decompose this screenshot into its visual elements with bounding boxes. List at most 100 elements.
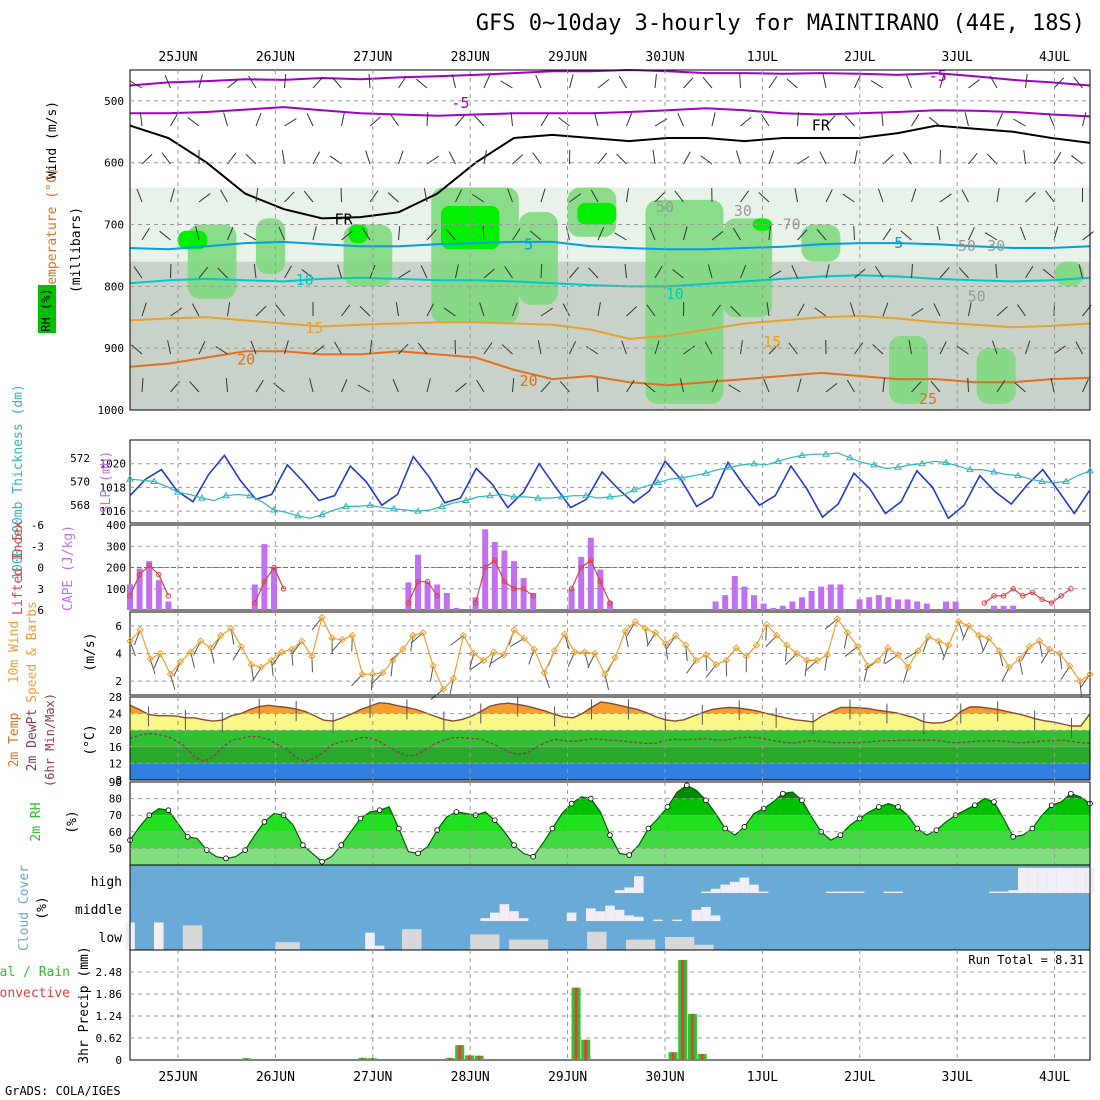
wind-barb (939, 341, 947, 355)
bottom-date-label: 27JUN (353, 1070, 392, 1085)
cape-axis-label: CAPE (J/kg) (61, 525, 76, 611)
wind-barb (306, 113, 314, 127)
wind-barb (398, 150, 404, 165)
cloud-bar (518, 918, 529, 921)
wind-speed-marker (530, 645, 538, 654)
thickness-marker (654, 478, 662, 486)
wind-speed-marker (853, 642, 862, 651)
cape-bar (808, 590, 815, 610)
footer-credit: GrADS: COLA/IGES (5, 1084, 121, 1098)
cloud-bar (710, 915, 721, 921)
wind-barb (248, 75, 257, 89)
li-tick-label: -6 (31, 519, 44, 532)
cloud-bar (665, 937, 695, 950)
wind-barb (512, 302, 518, 317)
wind-barb (532, 152, 542, 165)
wind-barb (390, 114, 399, 127)
wind-barb (646, 304, 656, 317)
wind-barb (1045, 190, 1055, 203)
thickness-marker (246, 491, 254, 499)
wind-barb (483, 150, 487, 165)
wind-barb (590, 189, 599, 203)
wind-barb (597, 78, 610, 89)
cloud-bar (626, 939, 656, 950)
thickness-marker (966, 465, 974, 473)
wind-barb (443, 307, 456, 317)
cape-bar (597, 569, 604, 610)
wind-barb (562, 303, 570, 317)
rh-marker (530, 853, 536, 860)
isotherm--5 (129, 68, 1091, 87)
temp-tick-label: 20 (109, 724, 122, 737)
wind-barb (791, 265, 798, 279)
li-tick-label: 3 (37, 583, 44, 596)
wind-speed-marker (358, 670, 367, 678)
wind-speed-marker (570, 648, 579, 656)
wind-barb (626, 188, 629, 203)
cape-bar (837, 584, 844, 610)
rh-band (130, 785, 1090, 799)
wind-speed-marker (591, 649, 599, 658)
contour-label: -5 (451, 94, 469, 112)
wind-barb (766, 302, 770, 317)
wind-barb (483, 342, 493, 355)
wind-barb (159, 230, 171, 241)
wind-speed-marker (490, 648, 498, 656)
thickness-marker (390, 504, 398, 512)
wind-speed-marker (863, 662, 872, 670)
cloud-bar (490, 912, 500, 921)
top-date-label: 29JUN (548, 50, 587, 65)
wind-speed-marker (429, 662, 437, 670)
wind-barb (768, 150, 775, 165)
wind-barb (707, 264, 713, 279)
cape-bar (712, 601, 719, 610)
contour-label: 50 (958, 237, 976, 255)
cape-bar (895, 599, 901, 610)
li-tick-label: -3 (31, 540, 44, 553)
bottom-date-label: 3JUL (942, 1070, 973, 1085)
wind-barb (369, 340, 373, 355)
rh-marker (895, 804, 901, 810)
wind-speed-marker (732, 644, 741, 652)
wind-barb (732, 227, 741, 241)
wind-speed-marker (338, 635, 346, 644)
wind-barb (170, 188, 175, 203)
wind-barb (537, 340, 542, 355)
wind-barb (760, 113, 770, 127)
temp-unit-label: (°C) (83, 724, 98, 755)
thickness-marker (1038, 477, 1046, 484)
thickness-marker (1014, 471, 1022, 479)
wind-barb (683, 345, 696, 355)
wind-barb (225, 378, 228, 393)
wind-barb (1078, 264, 1083, 279)
rh-marker (875, 804, 882, 810)
wind-barb (387, 192, 399, 203)
temp-series-line (129, 701, 1091, 727)
thickness-marker (822, 450, 830, 457)
cloud-bar (614, 890, 625, 893)
temp-tick-label: 16 (109, 741, 122, 754)
wind-barb (654, 191, 666, 203)
cape-bar (453, 607, 460, 610)
wind-barb (448, 151, 456, 165)
millibars-axis-label: (millibars) (69, 207, 84, 293)
rh-marker (357, 815, 364, 822)
thickness-marker (198, 494, 206, 501)
wind-barb (984, 232, 998, 241)
wind-barb (996, 112, 1003, 127)
cloud-bar (749, 884, 759, 893)
wind-barb (451, 74, 456, 89)
precip-convective-bar (244, 1058, 248, 1060)
wind-speed-marker (833, 615, 842, 623)
li-marker (511, 586, 517, 592)
rh-marker (568, 800, 575, 807)
wind-speed-marker (581, 648, 589, 656)
thickness-marker (582, 491, 590, 499)
wind-barb (540, 307, 553, 317)
wind-speed-marker (934, 637, 943, 645)
cape-bar (741, 586, 748, 610)
wind-barb (309, 378, 314, 393)
wind-barb (507, 188, 513, 203)
li-marker (1010, 586, 1016, 592)
cloud-bar (883, 891, 894, 893)
